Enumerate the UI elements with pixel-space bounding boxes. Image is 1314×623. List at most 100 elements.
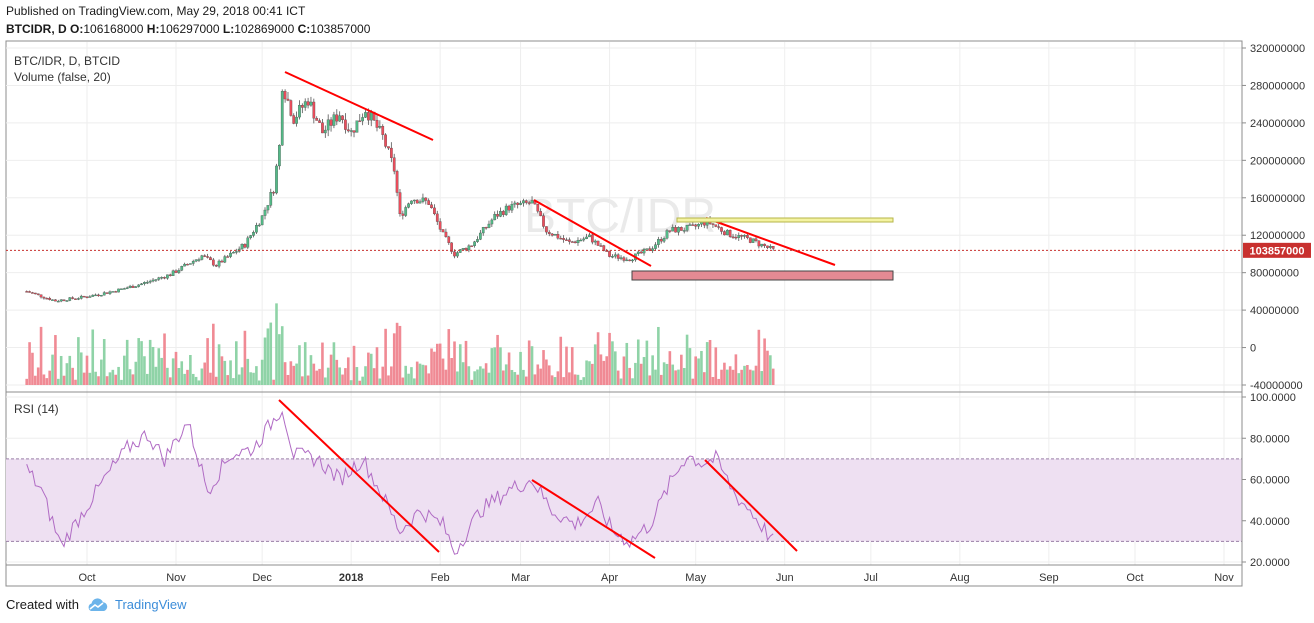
- volume-bars: [25, 303, 775, 385]
- volume-bar: [168, 377, 172, 385]
- support-zone[interactable]: [631, 270, 894, 281]
- volume-bar: [387, 375, 390, 385]
- candle: [102, 292, 106, 296]
- candle: [134, 286, 138, 288]
- candle: [504, 205, 508, 215]
- drawings[interactable]: [278, 71, 894, 559]
- tradingview-link[interactable]: TradingView: [114, 597, 187, 612]
- volume-bar: [657, 326, 660, 385]
- trendline-price-2[interactable]: [533, 199, 652, 267]
- candle: [671, 227, 675, 232]
- candle: [384, 134, 387, 147]
- volume-bar: [562, 377, 565, 385]
- volume-bar: [435, 343, 439, 385]
- x-tick-label: Jul: [864, 572, 878, 584]
- volume-bar: [496, 334, 499, 385]
- volume-bar: [140, 341, 143, 385]
- candle: [582, 238, 586, 241]
- volume-bar: [608, 332, 611, 385]
- volume-bar: [415, 361, 419, 385]
- trendline-rsi-3[interactable]: [704, 459, 798, 552]
- volume-bar: [114, 374, 118, 385]
- candle: [166, 274, 169, 279]
- candle: [662, 238, 666, 242]
- volume-bar: [464, 340, 468, 385]
- volume-bar: [82, 372, 86, 385]
- volume-bar: [105, 376, 109, 385]
- volume-bar: [157, 348, 161, 385]
- candle: [547, 231, 551, 235]
- candle: [197, 259, 201, 261]
- volume-bar: [232, 378, 235, 385]
- candle: [748, 237, 752, 243]
- volume-bar: [125, 339, 129, 385]
- volume-bar: [763, 338, 766, 385]
- y-tick-label: 0: [1250, 343, 1256, 355]
- candle: [565, 239, 568, 241]
- price-axis: 320000000 280000000 240000000 200000000 1600…: [1242, 43, 1305, 392]
- volume-bar: [476, 369, 479, 385]
- volume-bar: [349, 380, 353, 385]
- volume-bar: [36, 367, 40, 385]
- volume-bar: [685, 334, 689, 385]
- volume-bar: [757, 329, 761, 385]
- y-tick-label: 320000000: [1250, 43, 1305, 55]
- candle: [137, 284, 141, 287]
- volume-bar: [240, 367, 244, 385]
- candle: [128, 285, 132, 288]
- volume-bar: [34, 375, 37, 385]
- volume-bar: [697, 358, 700, 385]
- candle: [433, 207, 436, 215]
- volume-bar: [237, 374, 241, 385]
- trendline-rsi-1[interactable]: [278, 399, 440, 553]
- tradingview-cloud-icon: [88, 597, 108, 611]
- trendline-price-1[interactable]: [284, 71, 434, 141]
- volume-bar: [346, 357, 350, 385]
- candle: [361, 117, 364, 122]
- candle: [694, 224, 698, 227]
- trendline-rsi-2[interactable]: [531, 479, 656, 559]
- volume-bar: [229, 360, 232, 385]
- candle: [45, 298, 49, 300]
- candle: [232, 252, 235, 254]
- candle: [234, 251, 238, 253]
- candle: [306, 101, 310, 106]
- candle: [668, 230, 672, 232]
- candle: [636, 251, 640, 254]
- candle: [476, 239, 479, 242]
- candle: [321, 122, 324, 134]
- candle: [280, 91, 284, 146]
- candle: [430, 204, 433, 209]
- candle: [318, 120, 321, 123]
- volume-bar: [56, 378, 60, 385]
- volume-bar: [364, 366, 367, 385]
- volume-bar: [740, 369, 743, 385]
- candle: [613, 254, 617, 257]
- volume-bar: [355, 367, 359, 385]
- volume-bar: [88, 372, 92, 385]
- x-tick-label: Dec: [252, 572, 272, 584]
- volume-bar: [381, 366, 385, 385]
- candle: [401, 213, 405, 216]
- candle: [217, 260, 221, 267]
- volume-bar: [189, 354, 192, 385]
- volume-bar: [703, 372, 706, 385]
- candle: [249, 235, 253, 239]
- candle: [479, 232, 482, 240]
- candle: [570, 241, 574, 243]
- candle: [125, 287, 129, 289]
- volume-bar: [570, 347, 574, 385]
- candle: [369, 111, 373, 121]
- low-label: L:: [222, 22, 235, 36]
- volume-bar: [677, 369, 680, 385]
- resistance-zone[interactable]: [676, 217, 894, 223]
- trendline-price-3[interactable]: [705, 217, 836, 266]
- volume-bar: [145, 373, 149, 385]
- candle: [77, 298, 80, 300]
- candle: [88, 296, 92, 298]
- candle: [576, 240, 580, 244]
- candle: [180, 265, 184, 271]
- volume-bar: [226, 375, 229, 385]
- volume-bar: [309, 355, 313, 385]
